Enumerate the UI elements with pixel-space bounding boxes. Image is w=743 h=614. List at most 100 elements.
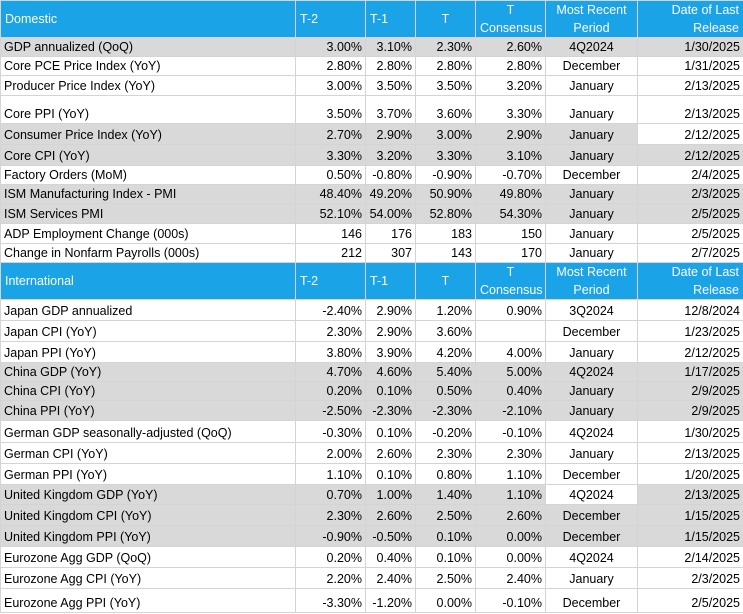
period: December (545, 525, 638, 547)
data-row: German GDP seasonally-adjusted (QoQ) -0.3… (0, 420, 743, 443)
period: January (545, 123, 638, 145)
t2-value: 2.80% (295, 56, 366, 76)
t2-value: 212 (295, 243, 366, 263)
t2-value: -0.90% (295, 525, 366, 547)
indicator-label: Eurozone Agg PPI (YoY) (0, 588, 296, 613)
data-row: ISM Services PMI 52.10% 54.00% 52.80% 54.30%… (0, 203, 743, 224)
col-header: T-1 (365, 0, 416, 38)
data-row: ADP Employment Change (000s) 146 176 183 150… (0, 223, 743, 244)
period: 4Q2024 (545, 484, 638, 505)
t2-value: -0.30% (295, 420, 366, 443)
col-header: Date of Last Release (637, 262, 743, 300)
col-header: T-2 (295, 262, 366, 300)
t2-value: 3.00% (295, 75, 366, 96)
indicator-label: Japan PPI (YoY) (0, 341, 296, 363)
col-header: T (415, 262, 476, 300)
t1-value: 2.40% (365, 567, 416, 589)
t1-value: -1.20% (365, 588, 416, 613)
indicator-label: Core PPI (YoY) (0, 95, 296, 124)
t1-value: 2.60% (365, 442, 416, 464)
release-date: 2/3/2025 (637, 567, 743, 589)
t-value: 0.10% (415, 525, 476, 547)
t2-value: 0.50% (295, 165, 366, 185)
consensus-value: 4.00% (475, 341, 546, 363)
indicator-label: German CPI (YoY) (0, 442, 296, 464)
col-header: Date of Last Release (637, 0, 743, 38)
indicator-label: Core CPI (YoY) (0, 144, 296, 166)
indicator-label: Producer Price Index (YoY) (0, 75, 296, 96)
t2-value: 0.70% (295, 484, 366, 505)
release-date: 2/5/2025 (637, 203, 743, 224)
data-row: German PPI (YoY) 1.10% 0.10% 0.80% 1.10% Dece… (0, 463, 743, 485)
t2-value: 146 (295, 223, 366, 244)
release-date: 2/13/2025 (637, 75, 743, 96)
release-date: 2/9/2025 (637, 400, 743, 421)
t-value: 183 (415, 223, 476, 244)
release-date: 1/30/2025 (637, 37, 743, 57)
period: January (545, 184, 638, 204)
t1-value: 307 (365, 243, 416, 263)
release-date: 2/3/2025 (637, 184, 743, 204)
indicator-label: China PPI (YoY) (0, 400, 296, 421)
t1-value: 3.20% (365, 144, 416, 166)
data-row: China PPI (YoY) -2.50% -2.30% -2.30% -2.10% J… (0, 400, 743, 421)
period: 3Q2024 (545, 299, 638, 321)
period: December (545, 504, 638, 526)
t2-value: 3.00% (295, 37, 366, 57)
release-date: 1/15/2025 (637, 504, 743, 526)
t-value: 1.40% (415, 484, 476, 505)
release-date: 2/12/2025 (637, 123, 743, 145)
t2-value: 2.30% (295, 504, 366, 526)
col-header: T-2 (295, 0, 366, 38)
t-value: 3.60% (415, 320, 476, 342)
t1-value: 0.10% (365, 420, 416, 443)
t-value: 2.80% (415, 56, 476, 76)
indicator-label: Eurozone Agg GDP (QoQ) (0, 546, 296, 568)
t1-value: 54.00% (365, 203, 416, 224)
consensus-value: 0.00% (475, 525, 546, 547)
release-date: 2/5/2025 (637, 588, 743, 613)
t-value: 3.60% (415, 95, 476, 124)
release-date: 2/12/2025 (637, 341, 743, 363)
consensus-value: 150 (475, 223, 546, 244)
section-header-row: International T-2 T-1 T T Consensus Most Rece… (0, 262, 743, 300)
consensus-value: 2.90% (475, 123, 546, 145)
period: December (545, 463, 638, 485)
consensus-value: -2.10% (475, 400, 546, 421)
period: January (545, 442, 638, 464)
data-row: GDP annualized (QoQ) 3.00% 3.10% 2.30% 2.60%… (0, 37, 743, 57)
t1-value: 0.40% (365, 546, 416, 568)
data-row: Japan PPI (YoY) 3.80% 3.90% 4.20% 4.00% Janua… (0, 341, 743, 363)
t-value: 52.80% (415, 203, 476, 224)
data-row: United Kingdom CPI (YoY) 2.30% 2.60% 2.50% 2… (0, 504, 743, 526)
period: December (545, 320, 638, 342)
t2-value: 3.50% (295, 95, 366, 124)
consensus-value: 0.90% (475, 299, 546, 321)
consensus-value: 54.30% (475, 203, 546, 224)
data-row: Change in Nonfarm Payrolls (000s) 212 307 1… (0, 243, 743, 263)
data-row: Eurozone Agg PPI (YoY) -3.30% -1.20% 0.00% -… (0, 588, 743, 613)
period: January (545, 95, 638, 124)
section-header-row: Domestic T-2 T-1 T T Consensus Most Recent Pe… (0, 0, 743, 38)
data-row: Eurozone Agg GDP (QoQ) 0.20% 0.40% 0.10% 0.0… (0, 546, 743, 568)
indicator-label: ISM Manufacturing Index - PMI (0, 184, 296, 204)
consensus-value: 0.40% (475, 381, 546, 401)
period: January (545, 223, 638, 244)
release-date: 2/13/2025 (637, 484, 743, 505)
consensus-value: 1.10% (475, 484, 546, 505)
release-date: 2/4/2025 (637, 165, 743, 185)
t1-value: 3.90% (365, 341, 416, 363)
t1-value: 4.60% (365, 362, 416, 382)
period: 4Q2024 (545, 546, 638, 568)
t2-value: 3.30% (295, 144, 366, 166)
period: January (545, 243, 638, 263)
t1-value: 3.70% (365, 95, 416, 124)
indicator-label: ISM Services PMI (0, 203, 296, 224)
t-value: 3.30% (415, 144, 476, 166)
data-row: United Kingdom PPI (YoY) -0.90% -0.50% 0.10… (0, 525, 743, 547)
t1-value: -0.80% (365, 165, 416, 185)
release-date: 1/20/2025 (637, 463, 743, 485)
t-value: 3.50% (415, 75, 476, 96)
